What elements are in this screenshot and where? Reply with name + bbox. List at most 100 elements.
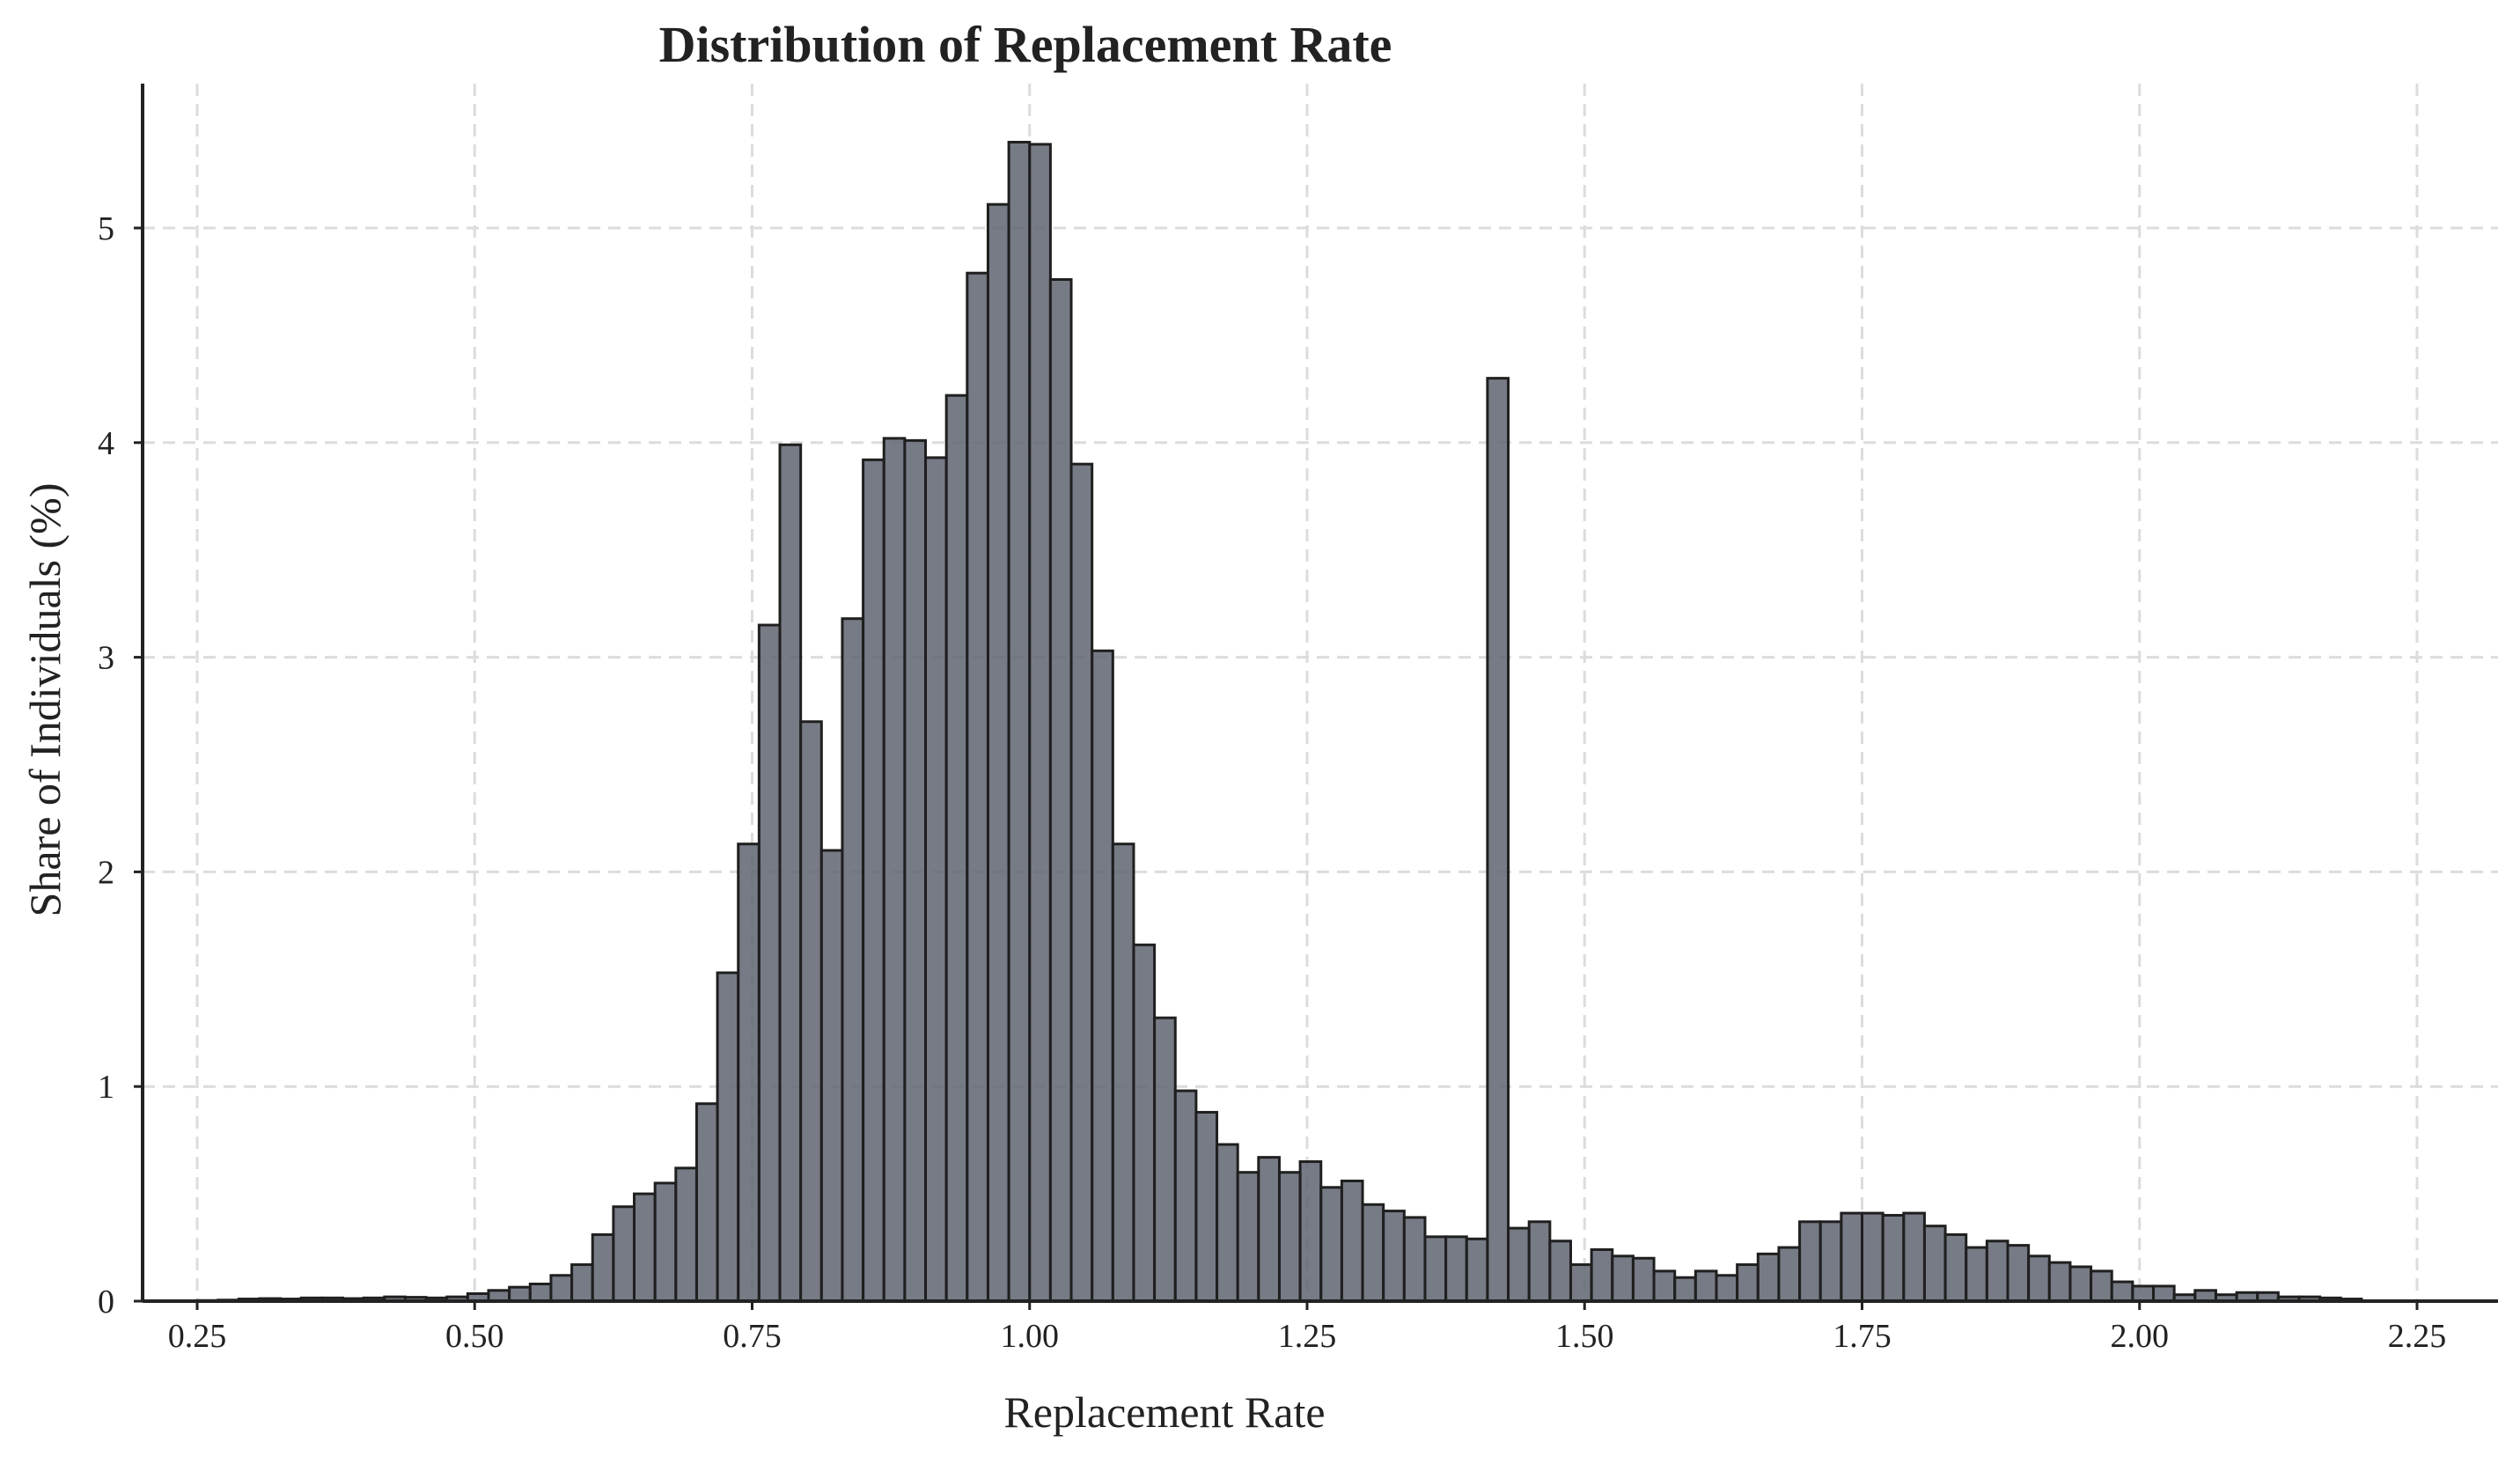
histogram-bar: [612, 1205, 636, 1303]
x-tick-label: 1.25: [1278, 1318, 1337, 1355]
histogram-bar: [1943, 1232, 1968, 1303]
histogram-bar: [944, 394, 969, 1303]
histogram-bar: [2006, 1244, 2031, 1303]
histogram-bar: [2027, 1254, 2051, 1303]
histogram-bar: [1132, 943, 1157, 1303]
histogram-bar: [1173, 1089, 1198, 1303]
histogram-bar: [1069, 462, 1094, 1303]
histogram-bar: [528, 1282, 553, 1303]
x-tick-label: 2.25: [2388, 1318, 2447, 1355]
bars-layer: [195, 140, 2363, 1303]
y-tick-label: 0: [98, 1284, 114, 1321]
histogram-bar: [778, 443, 803, 1303]
histogram-bar: [1818, 1220, 1843, 1303]
x-tick-label: 2.00: [2111, 1318, 2170, 1355]
histogram-bar: [1965, 1246, 1988, 1303]
histogram-bar: [1507, 1226, 1531, 1303]
y-tick-label: 4: [98, 425, 114, 462]
x-tick-label: 1.50: [1555, 1318, 1614, 1355]
histogram-bar: [694, 1102, 719, 1303]
histogram-bar: [1319, 1186, 1343, 1303]
histogram-bar: [903, 438, 928, 1303]
histogram-bar: [1902, 1211, 1926, 1303]
histogram-bar: [757, 623, 782, 1303]
histogram-bar: [1444, 1235, 1468, 1303]
histogram-bar: [1840, 1211, 1863, 1303]
histogram-bar: [1527, 1220, 1552, 1303]
histogram-bar: [799, 720, 823, 1303]
histogram-bar: [1486, 377, 1510, 1303]
histogram-bar: [2152, 1284, 2176, 1303]
histogram-bar: [1631, 1256, 1656, 1303]
histogram-bar: [1465, 1237, 1489, 1303]
histogram-bar: [1736, 1263, 1760, 1303]
histogram-bar: [1111, 842, 1135, 1303]
x-tick-label: 0.75: [723, 1318, 782, 1355]
y-tick-label: 1: [98, 1069, 114, 1106]
y-tick-label: 5: [98, 210, 114, 247]
histogram-bar: [1048, 278, 1073, 1303]
histogram-bar: [1881, 1213, 1906, 1303]
histogram-bar: [1756, 1252, 1781, 1303]
histogram-bar: [2090, 1269, 2113, 1303]
histogram-bar: [633, 1192, 657, 1303]
histogram-bar: [1216, 1143, 1239, 1303]
histogram-bar: [1548, 1240, 1572, 1303]
x-tick-label: 1.00: [1001, 1318, 1060, 1355]
histogram-bar: [1590, 1247, 1614, 1303]
histogram-bar: [1402, 1216, 1427, 1303]
x-axis-label: Replacement Rate: [1003, 1387, 1325, 1437]
histogram-bar: [653, 1181, 678, 1303]
histogram-bar: [924, 456, 948, 1303]
histogram-bar: [841, 617, 865, 1303]
histogram-bar: [1922, 1225, 1947, 1303]
histogram-bar: [966, 271, 989, 1303]
histogram-bar: [1777, 1246, 1802, 1303]
grid-layer: [143, 84, 2498, 1301]
histogram-bar: [862, 458, 885, 1303]
histogram-bar: [1693, 1269, 1718, 1303]
histogram-bar: [2110, 1280, 2134, 1303]
histogram-bar: [1194, 1110, 1219, 1303]
histogram-bar: [737, 842, 760, 1303]
x-tick-label: 0.25: [168, 1318, 227, 1355]
histogram-bar: [1028, 143, 1052, 1303]
histogram-bar: [1361, 1203, 1385, 1303]
histogram-bar: [1257, 1156, 1281, 1303]
x-tick-label: 1.75: [1833, 1318, 1892, 1355]
y-tick-label: 2: [98, 854, 114, 891]
x-tick-label: 0.50: [445, 1318, 504, 1355]
histogram-bar: [1298, 1160, 1323, 1303]
histogram-bar: [1382, 1210, 1406, 1303]
histogram-bar: [674, 1166, 698, 1303]
histogram-bar: [986, 202, 1010, 1303]
histogram-bar: [882, 437, 907, 1303]
histogram-bar: [1091, 649, 1114, 1303]
histogram-bar: [1673, 1276, 1697, 1303]
histogram-bar: [1798, 1220, 1822, 1303]
histogram-bar: [1236, 1171, 1260, 1303]
histogram-bar: [2131, 1284, 2156, 1303]
histogram-bar: [1861, 1211, 1884, 1303]
y-tick-label: 3: [98, 640, 114, 677]
histogram-bar: [1277, 1171, 1302, 1303]
histogram-bar: [1423, 1235, 1448, 1303]
axes-layer: [141, 84, 2498, 1303]
histogram-bar: [1007, 140, 1032, 1303]
histogram-bar: [591, 1232, 615, 1303]
histogram-bar: [1569, 1263, 1593, 1303]
histogram-bar: [549, 1274, 574, 1303]
y-axis-label: Share of Individuals (%): [20, 483, 70, 917]
histogram-bar: [2068, 1265, 2093, 1303]
histogram-bar: [508, 1285, 532, 1303]
chart-title: Distribution of Replacement Rate: [659, 16, 1392, 73]
histogram-bar: [716, 971, 740, 1303]
histogram-bar: [1340, 1179, 1364, 1303]
ticks-layer: 0.25 0.50 0.75 1.00 1.25 1.50 1.75 2.00 2.25 0 1 2 3…: [98, 210, 2446, 1355]
histogram-bar: [570, 1263, 594, 1303]
histogram-bar: [2047, 1261, 2072, 1303]
histogram-bar: [819, 849, 844, 1303]
histogram-bar: [1652, 1269, 1677, 1303]
